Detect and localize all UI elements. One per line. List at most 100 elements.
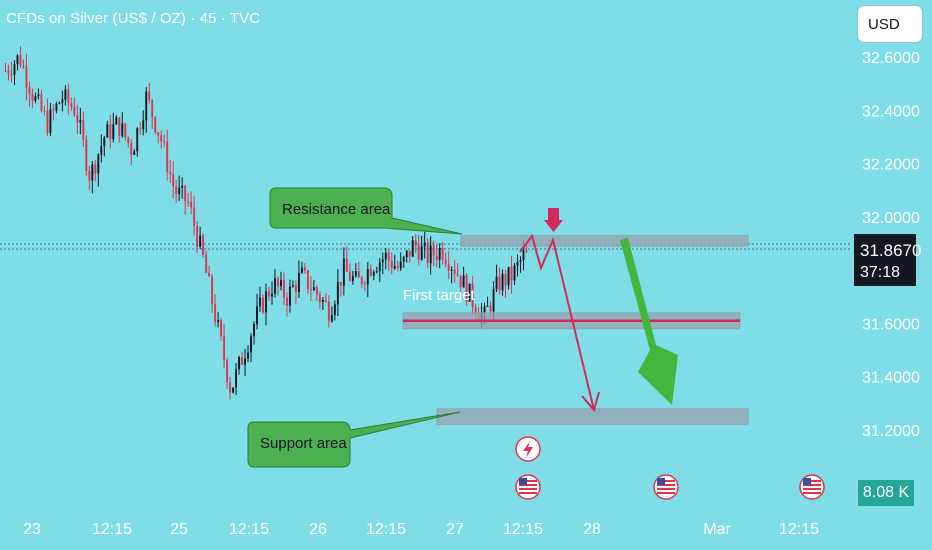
candle bbox=[217, 312, 220, 328]
candle bbox=[387, 249, 390, 271]
candle bbox=[450, 266, 453, 284]
candle bbox=[82, 111, 85, 147]
zone-resistance bbox=[460, 235, 749, 247]
candle bbox=[327, 295, 330, 328]
candle bbox=[462, 266, 465, 288]
candle bbox=[447, 251, 450, 280]
candle bbox=[115, 115, 118, 125]
candle bbox=[274, 268, 276, 298]
y-tick-label: 32.4000 bbox=[862, 103, 920, 120]
x-tick-label: 25 bbox=[170, 521, 188, 538]
candle bbox=[193, 195, 196, 236]
candle bbox=[175, 179, 178, 204]
candle bbox=[37, 88, 40, 100]
candle bbox=[70, 97, 73, 111]
candle bbox=[408, 250, 411, 263]
candle bbox=[495, 264, 498, 293]
candle bbox=[396, 260, 399, 272]
candle bbox=[291, 280, 294, 288]
candle bbox=[324, 293, 327, 303]
candle bbox=[190, 191, 193, 215]
candle bbox=[124, 122, 127, 141]
candle bbox=[312, 279, 315, 291]
candle bbox=[103, 135, 106, 157]
candle bbox=[40, 89, 43, 113]
candle bbox=[202, 233, 205, 258]
candle bbox=[157, 131, 160, 144]
candle bbox=[423, 231, 426, 259]
candle bbox=[303, 262, 306, 274]
projected-path-arrow bbox=[519, 233, 595, 411]
us-flag-icon[interactable] bbox=[799, 474, 825, 500]
candle bbox=[247, 345, 249, 363]
x-tick-label: 28 bbox=[583, 521, 601, 538]
candle bbox=[426, 238, 429, 269]
candle bbox=[294, 280, 297, 305]
candle bbox=[214, 294, 217, 327]
chart-title: CFDs on Silver (US$ / OZ) · 45 · TVC bbox=[6, 10, 261, 27]
candle bbox=[369, 264, 372, 277]
candle bbox=[58, 101, 61, 105]
currency-button[interactable]: USD bbox=[858, 6, 922, 42]
candle bbox=[250, 333, 252, 363]
candle bbox=[297, 260, 300, 299]
candle bbox=[208, 265, 211, 277]
candle bbox=[79, 107, 82, 135]
candle bbox=[97, 153, 100, 187]
candle bbox=[142, 110, 145, 136]
candle bbox=[76, 104, 79, 135]
candle bbox=[160, 130, 163, 149]
candle bbox=[7, 64, 10, 81]
candle bbox=[465, 273, 468, 306]
x-tick-label: 12:15 bbox=[779, 521, 819, 538]
volume-tag: 8.08 K bbox=[858, 480, 914, 506]
last-price-tag: 31.8670 37:18 bbox=[854, 234, 921, 286]
candle bbox=[420, 235, 423, 261]
candle bbox=[211, 273, 214, 314]
candle bbox=[372, 270, 375, 281]
candle bbox=[366, 262, 369, 298]
candle bbox=[280, 271, 282, 291]
candle bbox=[360, 275, 363, 289]
candle bbox=[25, 54, 28, 101]
candle bbox=[339, 281, 342, 297]
candle bbox=[172, 161, 175, 199]
candle bbox=[118, 117, 121, 143]
x-tick-label: 12:15 bbox=[503, 521, 543, 538]
candle bbox=[414, 234, 417, 253]
candle bbox=[516, 254, 519, 277]
candle bbox=[64, 85, 67, 106]
candle bbox=[432, 240, 435, 267]
candle bbox=[109, 114, 112, 149]
candle bbox=[256, 293, 258, 330]
us-flag-icon[interactable] bbox=[515, 474, 541, 500]
candle bbox=[166, 129, 169, 181]
candle bbox=[354, 263, 357, 278]
candle bbox=[55, 101, 58, 114]
candle bbox=[130, 139, 133, 166]
candle-series bbox=[4, 46, 528, 400]
candle bbox=[321, 296, 324, 310]
candle bbox=[411, 235, 414, 257]
candle bbox=[52, 103, 55, 121]
y-tick-label: 32.6000 bbox=[862, 50, 920, 67]
candle bbox=[61, 90, 64, 112]
candle bbox=[271, 281, 273, 305]
y-tick-label: 32.0000 bbox=[862, 210, 920, 227]
candle bbox=[330, 306, 333, 323]
candle bbox=[336, 269, 339, 317]
candle bbox=[145, 87, 148, 133]
candle bbox=[315, 285, 318, 301]
bar-countdown: 37:18 bbox=[860, 264, 901, 281]
zone-support bbox=[436, 408, 749, 426]
candle bbox=[136, 127, 139, 157]
lightning-icon[interactable] bbox=[515, 436, 541, 462]
candle bbox=[504, 269, 507, 298]
candle bbox=[151, 99, 154, 129]
event-icons[interactable] bbox=[515, 436, 825, 500]
candle bbox=[49, 103, 52, 137]
x-tick-label: 12:15 bbox=[366, 521, 406, 538]
us-flag-icon[interactable] bbox=[653, 474, 679, 500]
